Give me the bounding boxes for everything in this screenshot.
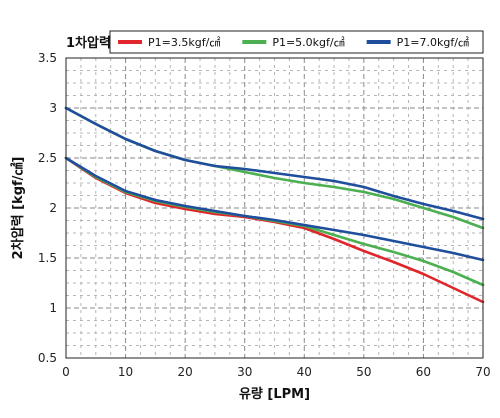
y-tick-label: 1.5 bbox=[38, 251, 57, 265]
legend-label: P1=3.5kgf/㎠ bbox=[148, 36, 220, 49]
x-axis-title: 유량 [LPM] bbox=[239, 387, 310, 402]
x-axis-ticks: 0 10 20 30 40 50 60 70 bbox=[62, 365, 490, 379]
series-lines bbox=[64, 106, 485, 304]
x-tick-label: 30 bbox=[237, 365, 252, 379]
series-line-3 bbox=[64, 156, 485, 262]
y-tick-label: 1 bbox=[49, 301, 57, 315]
x-tick-label: 60 bbox=[416, 365, 431, 379]
series-line-4 bbox=[64, 106, 485, 230]
y-tick-label: 2 bbox=[49, 201, 57, 215]
y-tick-label: 0.5 bbox=[38, 351, 57, 365]
x-tick-label: 70 bbox=[475, 365, 490, 379]
y-tick-label: 3.5 bbox=[38, 51, 57, 65]
x-tick-label: 40 bbox=[297, 365, 312, 379]
legend-label: P1=7.0kgf/㎠ bbox=[397, 36, 469, 49]
x-tick-label: 0 bbox=[62, 365, 70, 379]
x-tick-label: 20 bbox=[178, 365, 193, 379]
legend-title: 1차압력 bbox=[66, 35, 111, 51]
y-tick-label: 3 bbox=[49, 101, 57, 115]
y-axis-title: 2차압력 [kgf/㎠] bbox=[10, 157, 26, 260]
plot-frame bbox=[65, 57, 484, 359]
x-tick-label: 50 bbox=[356, 365, 371, 379]
series-line-5 bbox=[64, 106, 485, 221]
legend: 1차압력 P1=3.5kgf/㎠ P1=5.0kgf/㎠ P1=7.0kgf/㎠ bbox=[66, 30, 484, 54]
legend-label: P1=5.0kgf/㎠ bbox=[272, 36, 344, 49]
legend-items: P1=3.5kgf/㎠ P1=5.0kgf/㎠ P1=7.0kgf/㎠ bbox=[118, 36, 469, 49]
y-axis-ticks: 0.5 1 1.5 2 2.5 3 3.5 bbox=[38, 51, 57, 365]
grid bbox=[66, 58, 483, 358]
x-tick-label: 10 bbox=[118, 365, 133, 379]
y-tick-label: 2.5 bbox=[38, 151, 57, 165]
legend-box bbox=[109, 30, 484, 54]
